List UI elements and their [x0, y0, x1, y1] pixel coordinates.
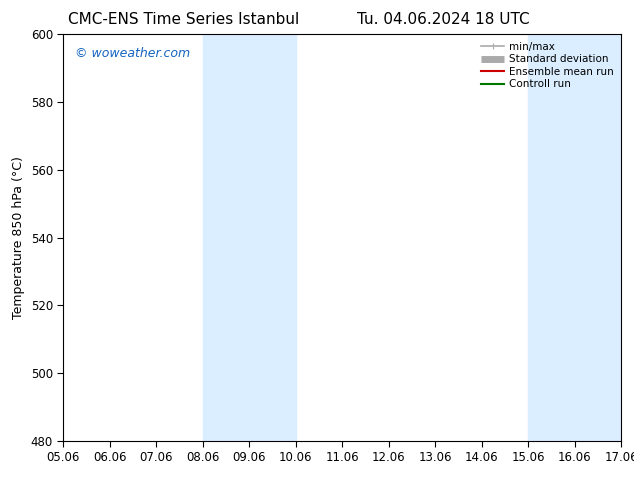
Text: © woweather.com: © woweather.com: [75, 47, 190, 59]
Y-axis label: Temperature 850 hPa (°C): Temperature 850 hPa (°C): [12, 156, 25, 319]
Bar: [528, 34, 621, 441]
Bar: [203, 34, 296, 441]
Text: Tu. 04.06.2024 18 UTC: Tu. 04.06.2024 18 UTC: [358, 12, 530, 27]
Legend: min/max, Standard deviation, Ensemble mean run, Controll run: min/max, Standard deviation, Ensemble me…: [477, 37, 618, 94]
Text: CMC-ENS Time Series Istanbul: CMC-ENS Time Series Istanbul: [68, 12, 299, 27]
